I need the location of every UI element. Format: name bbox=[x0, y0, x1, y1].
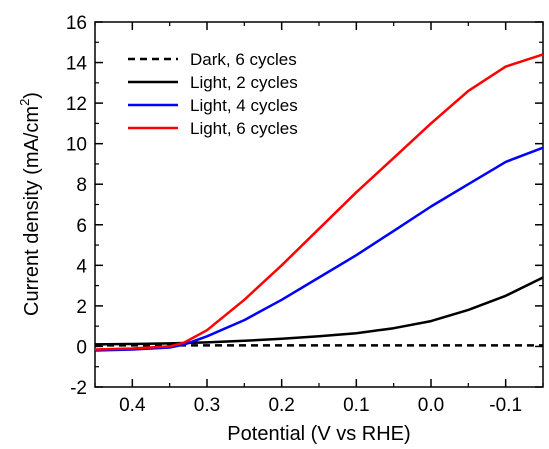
y-axis-title-superscript: 2 bbox=[17, 99, 32, 106]
y-tick-label: 8 bbox=[76, 175, 87, 196]
y-axis-title: Current density (mA/cm2) bbox=[17, 92, 43, 316]
x-tick-label: 0.4 bbox=[119, 395, 146, 416]
series-line-1 bbox=[94, 276, 544, 346]
y-tick-label: 12 bbox=[66, 94, 87, 115]
y-tick-label: 10 bbox=[66, 135, 87, 156]
ticks-layer: 0.4 0.3 0.2 0.1 0.0 -0.1 -2 0 2 4 6 8 10 12 14 16 bbox=[66, 13, 544, 416]
plot-frame bbox=[94, 21, 544, 388]
y-tick-label: -2 bbox=[70, 378, 87, 399]
x-tick-label: -0.1 bbox=[489, 395, 522, 416]
series-line-3 bbox=[94, 53, 544, 351]
y-tick-label: 14 bbox=[66, 54, 88, 75]
y-axis-title-main: Current density (mA/cm bbox=[21, 106, 43, 316]
legend: Dark, 6 cycles Light, 2 cycles Light, 4 cy… bbox=[128, 50, 298, 138]
series-layer bbox=[94, 53, 544, 352]
x-tick-label: 0.3 bbox=[194, 395, 220, 416]
legend-label: Dark, 6 cycles bbox=[190, 50, 297, 69]
legend-label: Light, 6 cycles bbox=[190, 119, 298, 138]
x-tick-label: 0.0 bbox=[418, 395, 444, 416]
x-tick-label: 0.2 bbox=[268, 395, 294, 416]
y-tick-label: 2 bbox=[76, 297, 87, 318]
y-tick-label: 16 bbox=[66, 13, 87, 34]
legend-label: Light, 4 cycles bbox=[190, 96, 298, 115]
x-tick-label: 0.1 bbox=[343, 395, 369, 416]
y-axis-title-close: ) bbox=[21, 92, 43, 99]
y-tick-label: 0 bbox=[76, 337, 87, 358]
y-tick-label: 6 bbox=[76, 216, 87, 237]
series-line-2 bbox=[94, 146, 544, 352]
x-axis-title: Potential (V vs RHE) bbox=[227, 423, 410, 445]
y-tick-label: 4 bbox=[76, 256, 87, 277]
legend-label: Light, 2 cycles bbox=[190, 73, 298, 92]
